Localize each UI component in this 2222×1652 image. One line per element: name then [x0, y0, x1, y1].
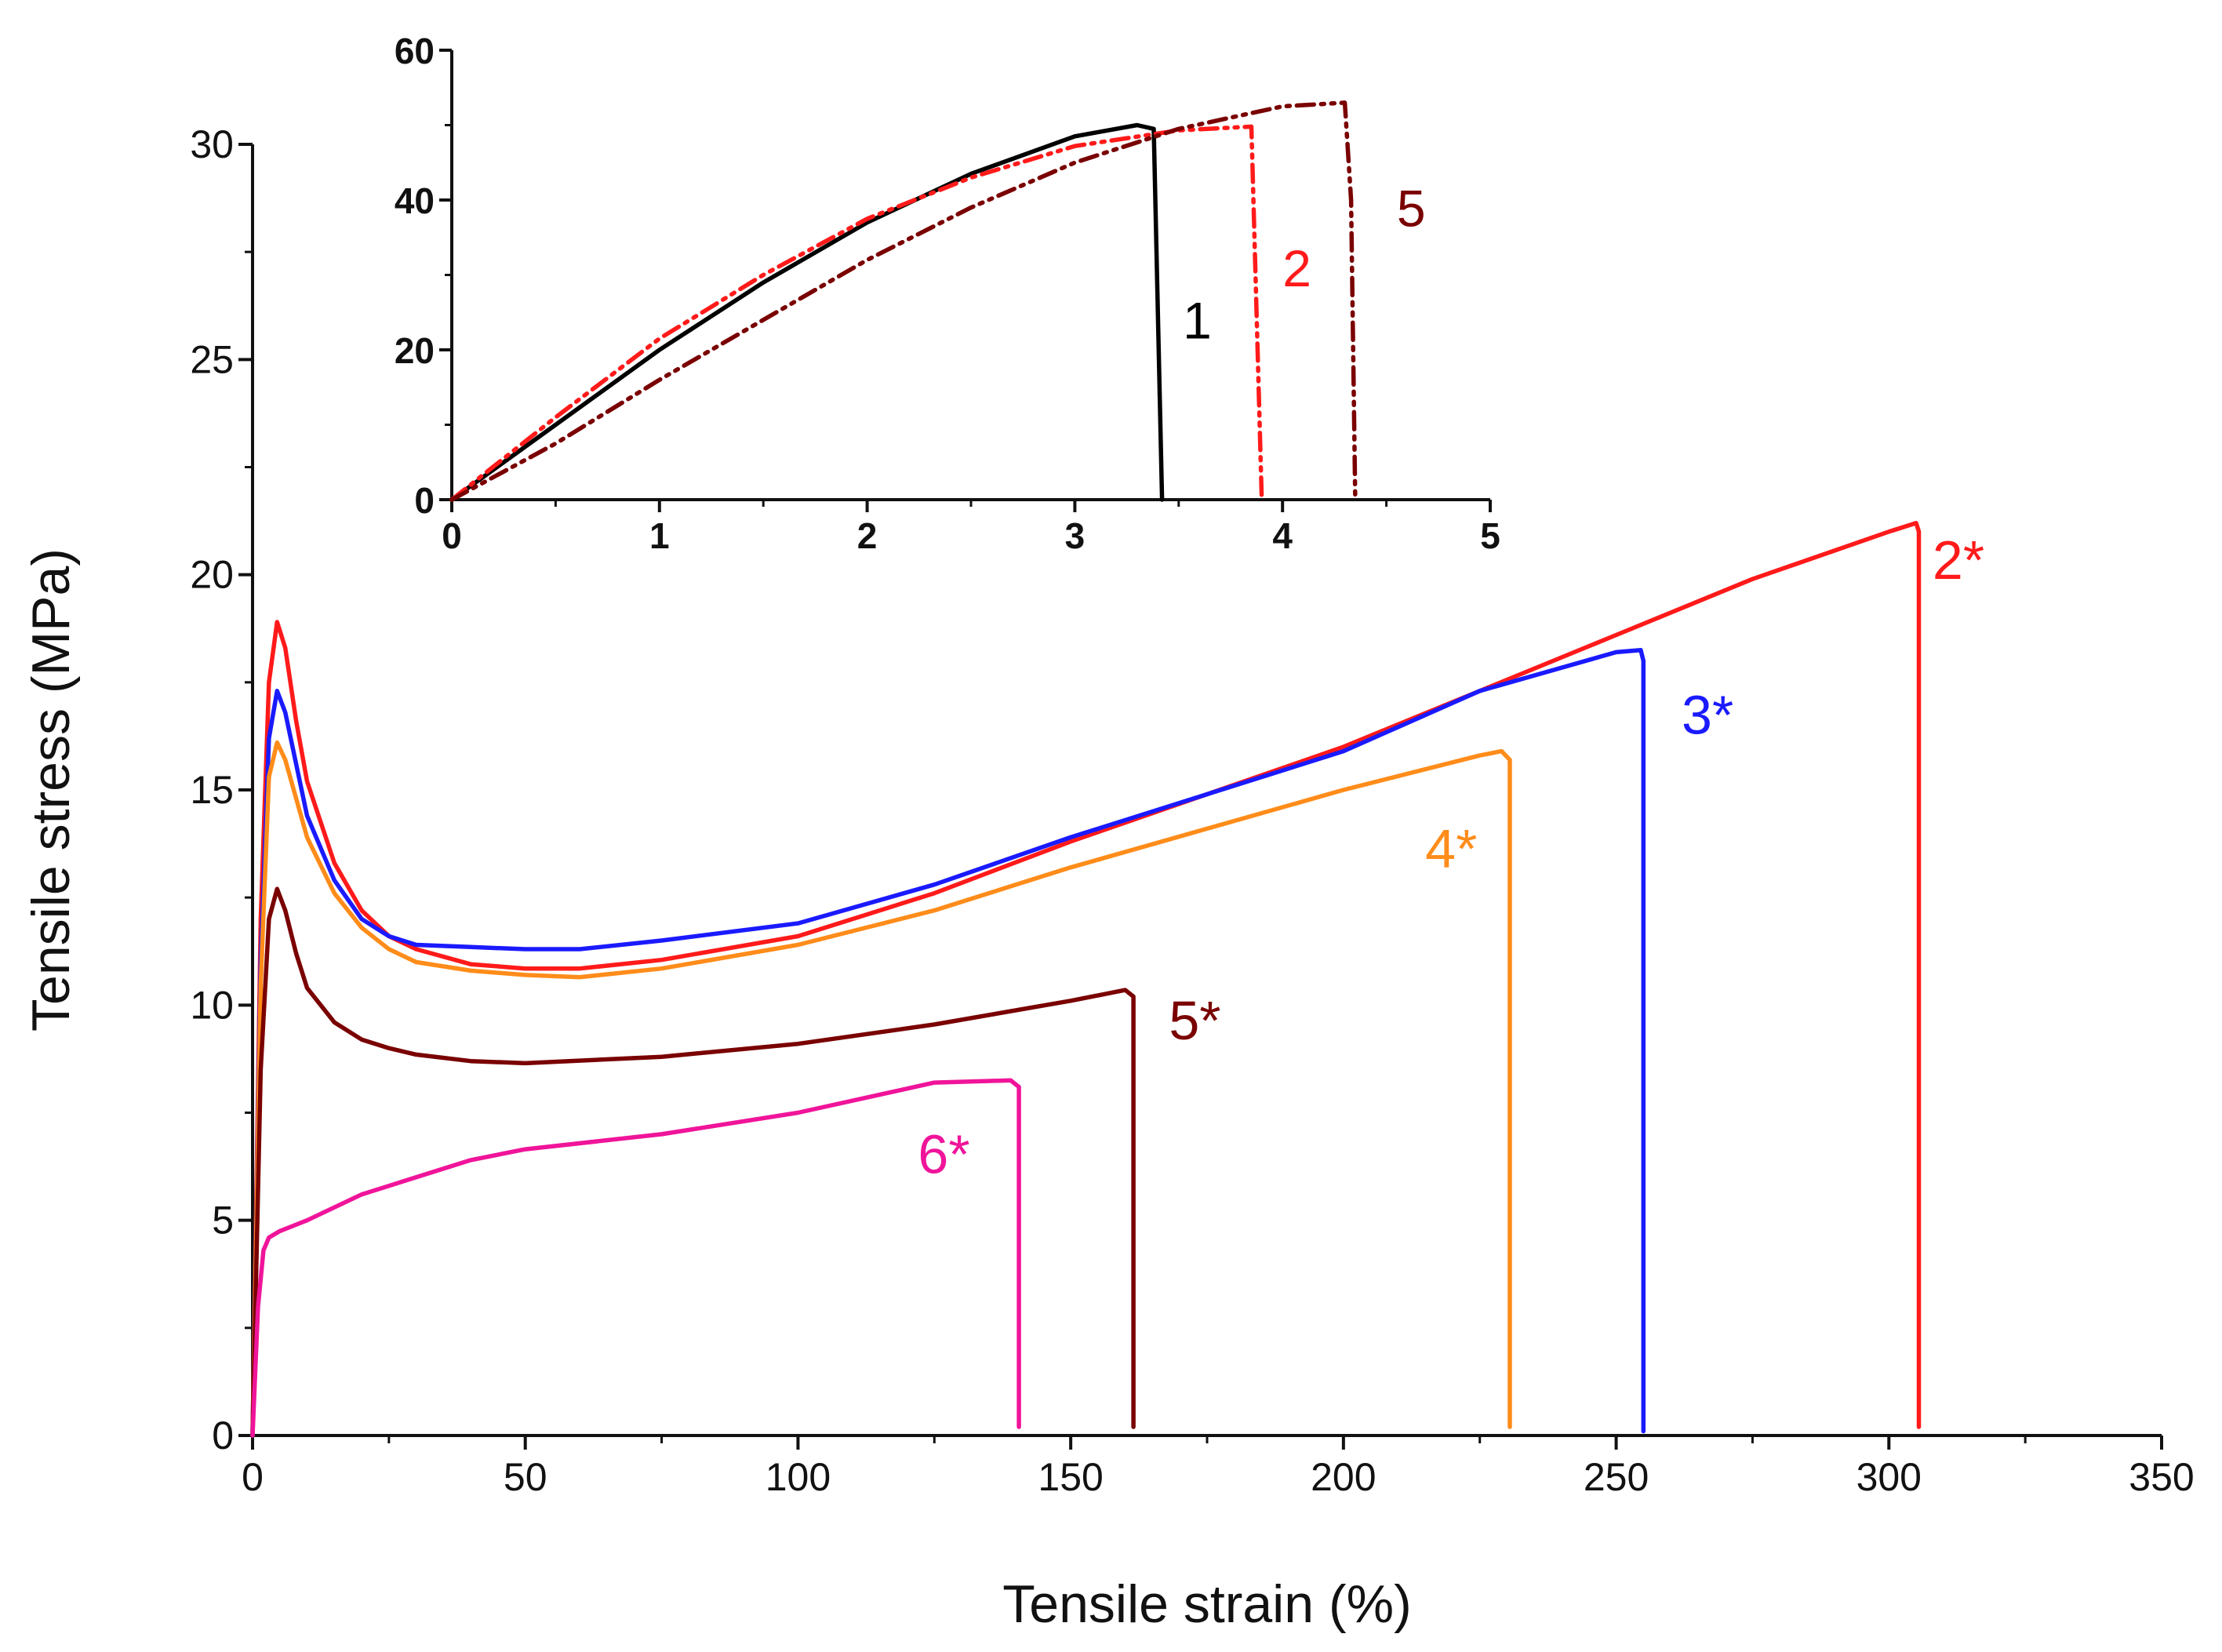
inset-y-tick-label: 20	[395, 330, 435, 371]
main-y-tick-label: 30	[190, 122, 234, 166]
inset-series-label-5: 5	[1397, 179, 1426, 237]
main-x-tick-label: 350	[2129, 1455, 2194, 1499]
inset-y-tick-label: 0	[414, 480, 435, 521]
inset-ticks: 0 1 2 3 4 5 0 20 40 60	[395, 31, 1500, 556]
main-x-tick-label: 200	[1311, 1455, 1376, 1499]
main-series-label-4star: 4*	[1425, 818, 1477, 879]
main-series-line-2star	[250, 521, 1922, 1438]
inset-y-tick-label: 40	[395, 180, 435, 221]
inset-x-tick-label: 0	[442, 515, 462, 556]
inset-x-tick-label: 5	[1480, 515, 1500, 556]
main-y-tick-label: 10	[190, 983, 234, 1027]
inset-x-tick-label: 3	[1065, 515, 1086, 556]
main-series-label-6star: 6*	[918, 1123, 969, 1184]
inset-x-tick-label: 1	[649, 515, 670, 556]
main-y-tick-label: 5	[212, 1199, 234, 1243]
main-series-label-5star: 5*	[1169, 990, 1220, 1051]
main-series: 2* 3* 4* 5* 6*	[250, 521, 1984, 1438]
inset-series-line-2	[449, 124, 1264, 502]
main-series-label-3star: 3*	[1682, 685, 1733, 746]
main-series-label-2star: 2*	[1933, 529, 1984, 591]
main-x-tick-label: 50	[504, 1455, 547, 1499]
inset-series-label-1: 1	[1183, 292, 1212, 350]
inset-x-tick-label: 2	[857, 515, 878, 556]
inset-x-tick-label: 4	[1272, 515, 1293, 556]
main-x-tick-label: 100	[766, 1455, 831, 1499]
main-y-tick-label: 20	[190, 553, 234, 597]
inset-y-tick-label: 60	[395, 31, 435, 71]
main-y-tick-label: 0	[212, 1414, 234, 1457]
inset-series-line-1	[449, 122, 1165, 502]
main-y-tick-label: 15	[190, 768, 234, 812]
main-x-tick-label: 300	[1857, 1455, 1922, 1499]
main-y-tick-label: 25	[190, 337, 234, 381]
main-series-line-4star	[250, 740, 1512, 1438]
main-series-line-5star	[250, 886, 1136, 1438]
main-series-line-3star	[250, 647, 1646, 1438]
x-axis-title: Tensile strain (%)	[1002, 1574, 1412, 1634]
main-x-tick-label: 250	[1584, 1455, 1649, 1499]
main-x-tick-label: 0	[242, 1455, 264, 1499]
y-axis-title: Tensile stress (MPa)	[21, 548, 81, 1032]
main-series-line-6star	[250, 1078, 1021, 1438]
inset-series-label-2: 2	[1282, 239, 1311, 297]
inset-series-line-5	[449, 100, 1358, 502]
main-x-tick-label: 150	[1038, 1455, 1103, 1499]
inset-series: 1 2 5	[449, 100, 1426, 502]
inset-plot: 0 1 2 3 4 5 0 20 40 60 1 2 5	[395, 31, 1500, 556]
